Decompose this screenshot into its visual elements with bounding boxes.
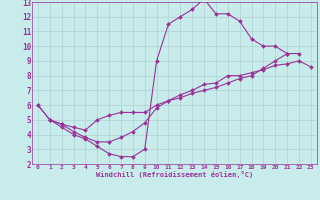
X-axis label: Windchill (Refroidissement éolien,°C): Windchill (Refroidissement éolien,°C)	[96, 171, 253, 178]
